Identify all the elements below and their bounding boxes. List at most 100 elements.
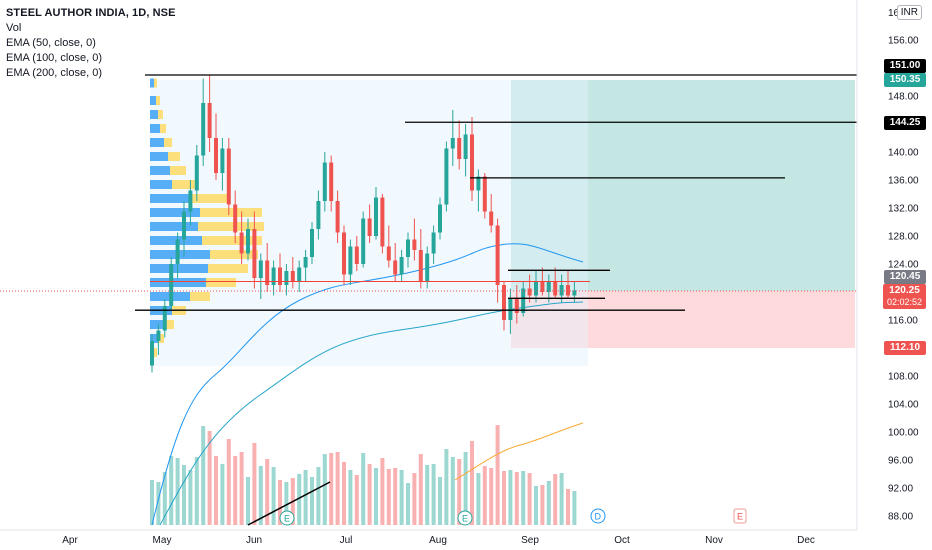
time-tick-label: Jun	[246, 535, 262, 546]
candle-body	[342, 232, 346, 275]
profile-row-down	[160, 124, 166, 133]
svg-text:D: D	[595, 512, 602, 522]
volume-bar	[220, 464, 225, 525]
volume-bar	[175, 458, 180, 525]
candle-body	[348, 246, 353, 275]
volume-bars	[150, 425, 577, 525]
volume-bar	[182, 465, 186, 525]
currency-button[interactable]: INR	[896, 5, 922, 20]
candle-body	[527, 288, 532, 296]
candle-body	[476, 176, 481, 191]
event-markers[interactable]: E E D E	[279, 508, 747, 526]
candle-body	[495, 225, 500, 285]
profile-row-down	[202, 236, 262, 245]
badge-level-144: 144.25	[884, 116, 926, 130]
chart-legend[interactable]: STEEL AUTHOR INDIA, 1D, NSE Vol EMA (50,…	[6, 6, 176, 81]
profile-row-down	[200, 208, 262, 217]
price-tick-label: 148.00	[888, 92, 919, 103]
candle-body	[450, 138, 455, 149]
volume-bar	[374, 468, 378, 525]
profile-row-up	[150, 166, 170, 175]
price-tick-label: 140.00	[888, 148, 919, 159]
volume-bar	[534, 486, 538, 525]
volume-bar	[450, 457, 455, 525]
candle-body	[412, 239, 417, 250]
time-tick-label: Aug	[429, 535, 447, 546]
profile-row-down	[190, 292, 210, 301]
svg-text:E: E	[462, 514, 468, 524]
volume-bar	[194, 457, 199, 525]
candle-body	[406, 239, 410, 257]
volume-bar	[521, 471, 526, 525]
candles	[150, 75, 577, 373]
profile-row-up	[150, 124, 160, 133]
badge-last-close: 120.45	[884, 270, 926, 284]
horizontal-levels[interactable]	[135, 74, 857, 311]
profile-row-down	[164, 320, 174, 329]
volume-bar	[399, 470, 404, 525]
profile-row-down	[198, 222, 264, 231]
earnings-marker-future: E	[733, 508, 747, 524]
volume-bar	[546, 481, 551, 525]
indicator-ema-100[interactable]: EMA (100, close, 0)	[6, 52, 102, 64]
candle-body	[361, 218, 366, 264]
candle-body	[470, 134, 474, 191]
candle-body	[380, 197, 385, 247]
price-tick-label: 92.00	[888, 484, 913, 495]
profile-row-up	[150, 320, 164, 329]
profile-row-up	[150, 180, 172, 189]
candle-body	[502, 285, 506, 320]
profile-row-down	[206, 278, 236, 287]
symbol-title[interactable]: STEEL AUTHOR INDIA, 1D, NSE	[6, 7, 176, 19]
candle-body	[214, 138, 218, 173]
price-tick-label: 156.00	[888, 36, 919, 47]
volume-bar	[278, 480, 282, 525]
profile-row-down	[172, 180, 198, 189]
time-axis[interactable]: Apr May Jun Jul Aug Sep Oct Nov Dec	[62, 535, 815, 546]
indicator-ema-50[interactable]: EMA (50, close, 0)	[6, 37, 96, 49]
profile-row-up	[150, 250, 210, 259]
volume-bar	[425, 465, 430, 525]
candle-body	[290, 271, 295, 282]
badge-current-price: 120.25 02:02:52	[882, 284, 926, 309]
time-tick-label: Oct	[614, 535, 630, 546]
candle-body	[553, 281, 558, 296]
profile-row-up	[150, 194, 190, 203]
time-tick-label: Apr	[62, 535, 78, 546]
volume-bar	[540, 485, 545, 525]
current-price-value: 120.25	[889, 285, 920, 296]
indicator-ema-200[interactable]: EMA (200, close, 0)	[6, 67, 102, 79]
candle-body	[399, 257, 404, 275]
candle-body	[335, 201, 340, 233]
indicator-volume[interactable]: Vol	[6, 22, 22, 34]
profile-row-up	[150, 110, 158, 119]
svg-text:E: E	[737, 512, 743, 522]
volume-bar	[162, 472, 167, 525]
volume-bar	[150, 480, 154, 525]
volume-bar	[463, 452, 468, 525]
svg-text:E: E	[284, 514, 290, 524]
profile-row-up	[150, 152, 168, 161]
candle-body	[233, 204, 238, 233]
candle-body	[316, 201, 321, 229]
badge-level-151: 151.00	[884, 59, 926, 73]
profile-row-down	[156, 96, 160, 105]
volume-bar	[444, 449, 449, 525]
volume-bar	[527, 473, 532, 525]
profile-row-up	[150, 78, 154, 88]
time-tick-label: Jul	[340, 535, 353, 546]
candle-body	[169, 264, 174, 306]
candle-body	[514, 299, 519, 313]
candle-body	[303, 257, 308, 268]
time-tick-label: Nov	[705, 535, 723, 546]
candle-body	[271, 267, 276, 285]
profile-row-down	[190, 194, 230, 203]
price-tick-label: 116.00	[888, 316, 918, 327]
candle-body	[322, 162, 327, 201]
volume-bar	[502, 471, 506, 525]
candle-body	[220, 148, 225, 173]
earnings-marker-jun: E	[279, 510, 295, 526]
volume-bar	[169, 456, 174, 525]
